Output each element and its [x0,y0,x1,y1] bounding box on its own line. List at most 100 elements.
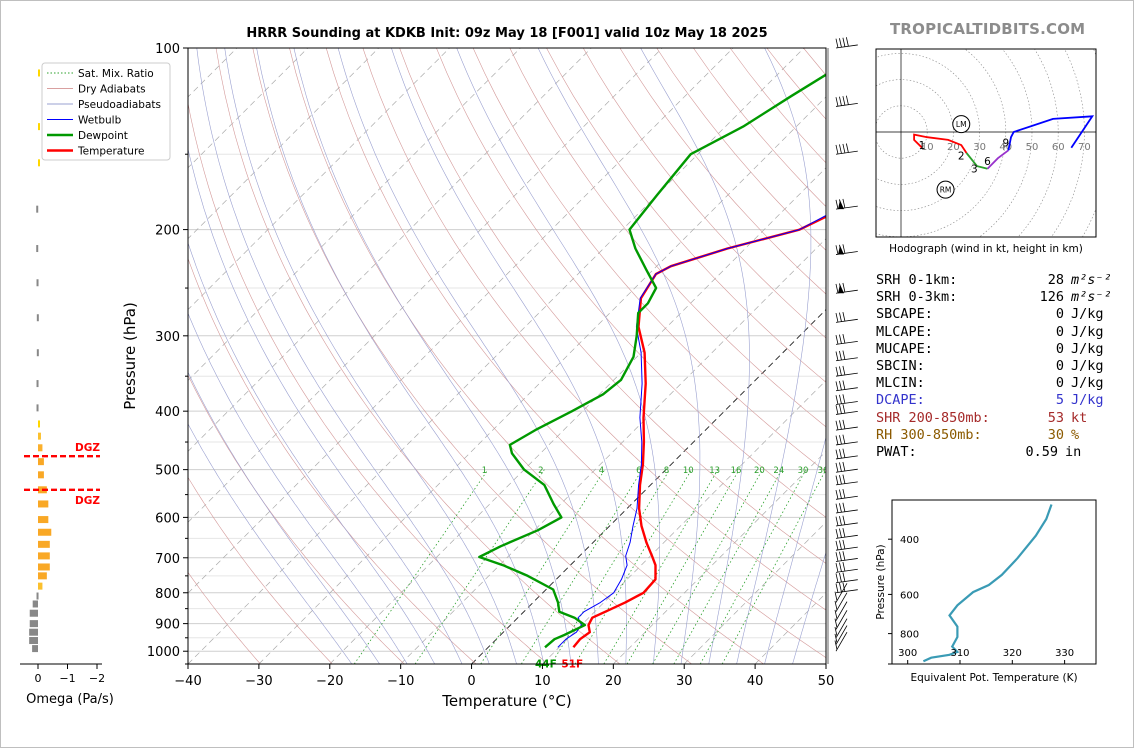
wind-barb-icon [835,434,858,446]
theta-e-y-axis-label: Pressure (hPa) [875,544,887,619]
pseudoadiabat [736,48,812,664]
omega-x-axis-label: Omega (Pa/s) [26,692,114,707]
omega-bar [38,500,49,508]
index-unit: J/kg [1071,323,1104,340]
dry-adiabat [582,48,826,339]
storm-motion-marker [952,115,971,134]
theta-e-y-tick-label: 600 [900,590,919,601]
wetbulb-profile [557,214,826,648]
wind-barb-icon [835,37,858,49]
wind-barb-icon [835,282,858,294]
index-unit: % [1071,426,1080,443]
pseudoadiabat [337,48,599,664]
hodograph-trace [986,149,1009,170]
omega-bar [38,458,44,466]
omega-bar [36,205,39,213]
dry-adiabat [188,101,549,664]
x-axis-label: Temperature (°C) [441,692,571,710]
wind-barb-icon [835,419,858,431]
omega-bar [38,159,40,167]
skewt-axes-frame [187,47,827,665]
index-unit: J/kg [1071,340,1104,357]
dry-adiabat [215,48,621,664]
legend-entry: Temperature [77,146,145,158]
wind-barb-icon [835,539,858,551]
pseudoadiabat [188,312,408,664]
mixing-ratio-label: 1 [482,466,487,476]
y-tick-label: 500 [155,464,180,479]
wind-barb-icon [835,582,858,594]
dry-adiabat [472,48,826,473]
dry-adiabat [729,48,826,164]
index-value: 0 [1055,340,1064,357]
dry-adiabat [188,571,261,664]
omega-bar [36,279,39,287]
chart-title: HRRR Sounding at KDKB Init: 09z May 18 [… [246,26,768,41]
index-row: SRH 0-3km: 126 m²s⁻² [876,289,1112,306]
theta-e-x-tick-label: 330 [1055,648,1074,659]
brand-watermark: TROPICALTIDBITS.COM [890,20,1086,38]
mixing-ratio-label: 36 [818,466,829,476]
index-unit: J/kg [1071,306,1104,323]
mixing-ratio-label: 16 [731,466,742,476]
omega-bar [38,516,49,524]
pseudoadiabat [764,436,826,664]
wind-barb-icon [834,631,848,652]
x-tick-label: −30 [245,674,272,689]
wind-barb-icon [835,334,858,345]
index-unit: kt [1071,409,1088,426]
hodograph-trace [913,133,968,154]
y-tick-label: 100 [155,42,180,57]
omega-bar [36,314,39,322]
y-tick-label: 1000 [147,645,180,660]
index-row: MLCAPE: 0 J/kg [876,324,1112,341]
pseudoadiabat [224,48,517,664]
mixing-ratio-label: 24 [773,466,784,476]
pseudoadiabat [188,242,436,664]
isotherm-line [542,379,826,664]
index-label: SHR 200-850mb: [876,409,990,426]
index-unit: J/kg [1071,375,1104,392]
index-row: PWAT: 0.59 in [876,444,1112,461]
hodograph-ring-label: 60 [1052,142,1065,153]
index-unit: J/kg [1071,392,1104,409]
index-row: MLCIN: 0 J/kg [876,375,1112,392]
pseudoadiabat [537,48,701,664]
omega-bar [29,637,38,645]
hodograph-ring-label: 20 [947,142,960,153]
isotherm-line [188,48,450,311]
omega-bar [32,645,38,653]
mixing-ratio-label: 2 [538,466,543,476]
y-tick-label: 600 [155,511,180,526]
mixing-ratio-label: 8 [664,466,669,476]
dry-adiabat [362,48,826,611]
legend-entry: Wetbulb [78,115,122,127]
hodograph-height-label: 6 [984,156,991,168]
pseudoadiabat [391,48,627,664]
wind-barb-icon [834,592,848,612]
omega-panel: 0 −1 −2 Omega (Pa/s) DGZ DGZ [20,69,114,707]
dry-adiabat [289,48,764,664]
isotherm-line [188,48,379,240]
mixing-ratio-line [721,469,826,664]
index-label: RH 300-850mb: [876,426,982,443]
index-label: SRH 0-1km: [876,272,958,288]
mixing-ratio-line [353,469,489,664]
omega-bar [32,600,38,608]
hodograph-trace [965,152,988,170]
omega-bar [36,380,39,388]
x-tick-label: 0 [467,674,475,689]
wind-barb-icon [835,515,858,527]
x-tick-label: 10 [534,674,551,689]
index-value: 126 [1039,289,1064,306]
wind-barb-icon [834,601,848,621]
wind-barb-icon [835,551,858,562]
wind-barb-icon [835,528,858,539]
index-value: 5 [1055,392,1064,409]
legend: Sat. Mix. Ratio Dry Adiabats Pseudoadiabat… [41,62,171,161]
hodograph-ring-label: 50 [1026,142,1039,153]
index-value: 0 [1055,306,1064,323]
dry-adiabat [188,476,333,664]
wind-barb-icon [834,625,848,645]
mixing-ratio-line [550,469,670,664]
